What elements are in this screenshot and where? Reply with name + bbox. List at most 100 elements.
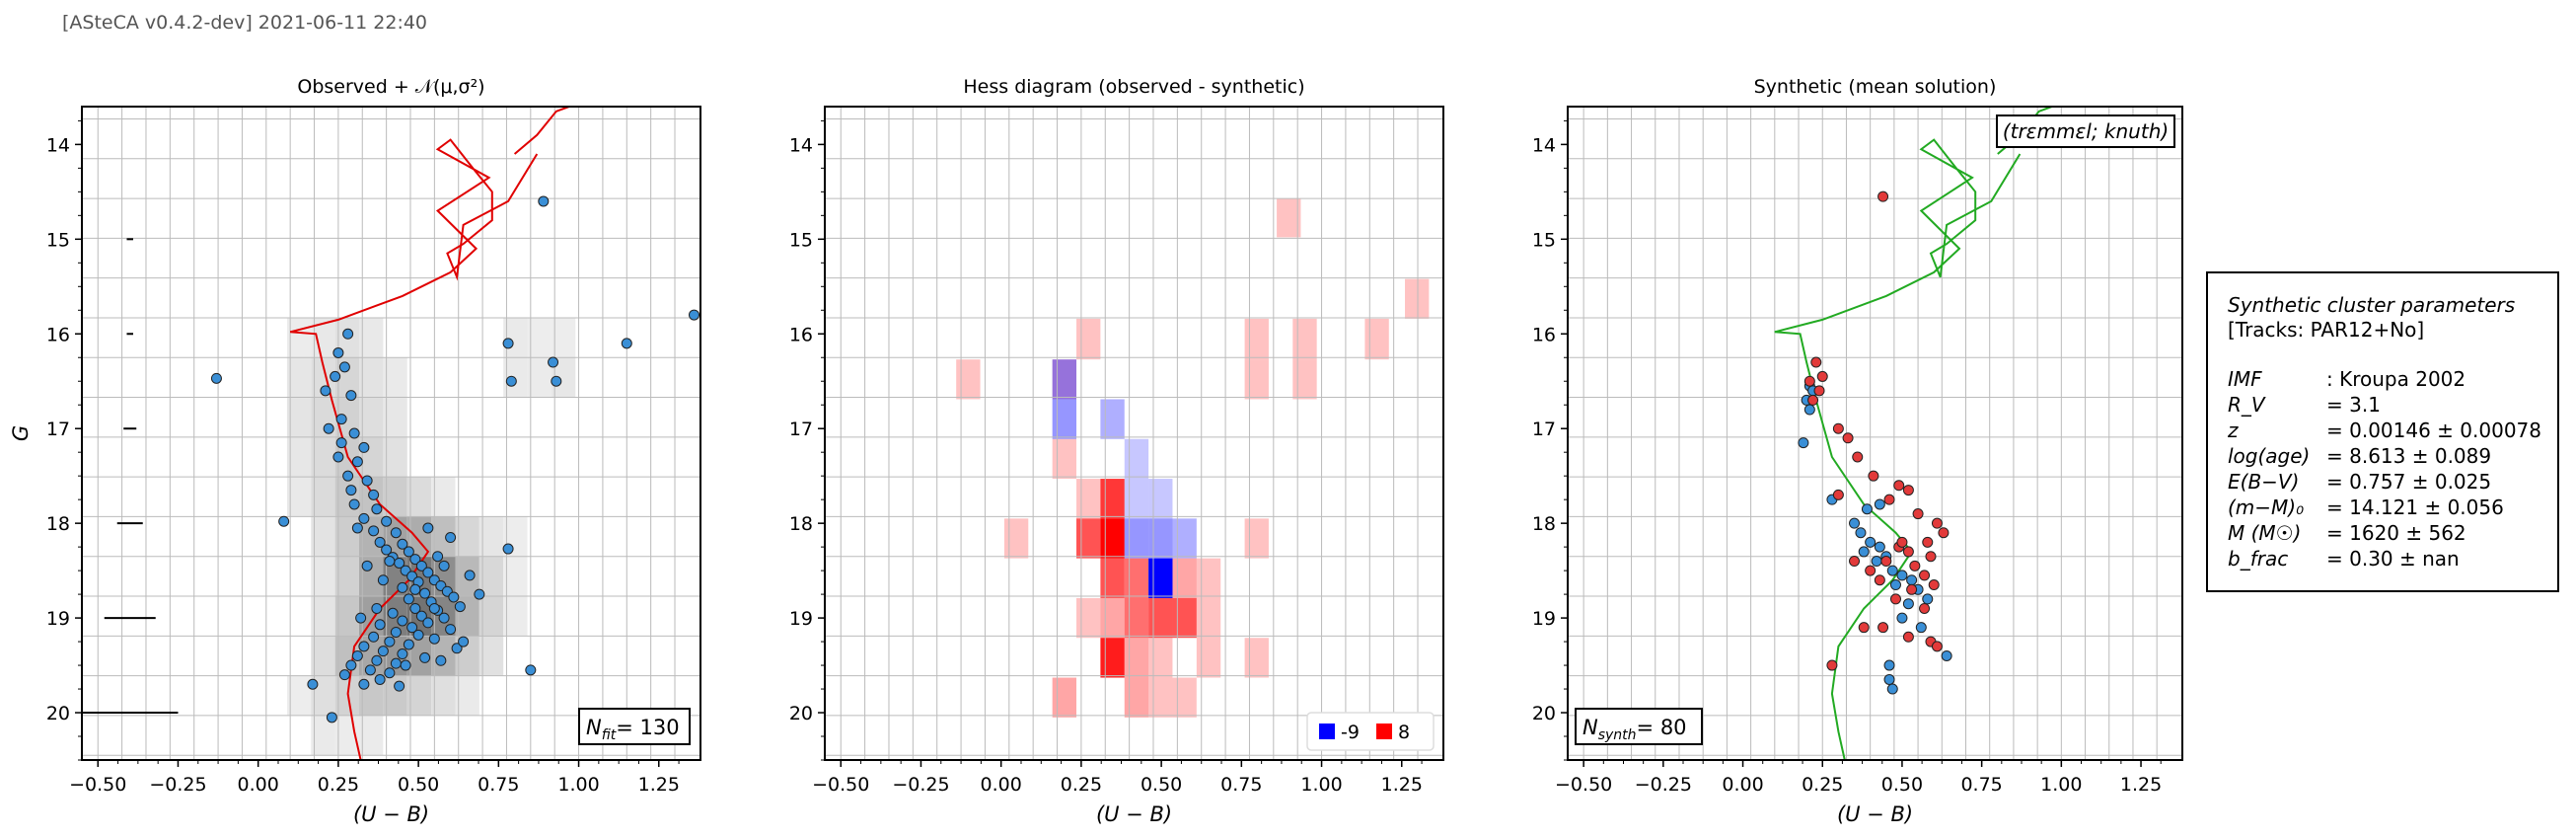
data-point: [371, 654, 383, 666]
data-point: [384, 667, 396, 679]
density-cell: [286, 357, 312, 398]
data-point: [538, 195, 550, 207]
data-point: [1915, 622, 1927, 634]
density-cell: [286, 477, 312, 517]
data-point: [1886, 683, 1898, 695]
data-point: [1861, 503, 1873, 515]
legend-label: 8: [1398, 722, 1410, 743]
data-point: [348, 427, 360, 439]
top-label-box: [1996, 114, 2175, 148]
density-cell: [478, 596, 504, 637]
density-cell: [359, 317, 384, 358]
data-point: [358, 441, 370, 453]
data-point: [1931, 517, 1943, 529]
x-axis-label: (U − B): [353, 802, 429, 826]
data-point: [435, 654, 447, 666]
data-point: [451, 643, 463, 654]
y-tick-label: 14: [789, 134, 813, 156]
density-cell: [334, 556, 360, 597]
y-tick-label: 15: [46, 229, 70, 251]
data-point: [1893, 480, 1905, 492]
hess-cell: [1124, 438, 1149, 480]
plot-area: [1568, 107, 2182, 760]
data-point: [1865, 565, 1877, 576]
data-point: [374, 673, 386, 685]
density-cell: [503, 596, 528, 637]
data-point: [1931, 641, 1943, 652]
data-point: [358, 641, 370, 652]
hess-cell: [1052, 399, 1077, 439]
density-cell: [286, 397, 312, 437]
annotation-text: Nfit= 130: [586, 716, 680, 743]
isochrone-line: [1774, 138, 2022, 760]
legend-frame: [1306, 712, 1435, 751]
density-cell: [334, 477, 360, 517]
hess-cell: [1405, 278, 1430, 319]
axes-frame: [1567, 106, 2183, 761]
data-point: [1803, 404, 1815, 416]
hess-cell: [1172, 518, 1197, 559]
hess-cell: [1124, 479, 1149, 519]
density-cell: [311, 596, 335, 637]
legend-label: -9: [1341, 722, 1360, 743]
annotation-box: [1575, 708, 1703, 745]
param-name: (m−M)₀: [2228, 495, 2305, 519]
data-point: [689, 309, 700, 321]
data-point: [505, 375, 517, 387]
density-cell: [503, 556, 528, 597]
annotation-text: Nsynth= 80: [1582, 716, 1687, 743]
x-tick-label: 1.25: [2120, 774, 2162, 796]
density-cell: [311, 556, 335, 597]
density-cell: [431, 675, 456, 716]
data-point: [307, 678, 319, 690]
data-point: [338, 669, 350, 681]
data-point: [384, 636, 396, 648]
data-point: [348, 498, 360, 510]
density-cell: [311, 636, 335, 676]
density-cell: [455, 675, 479, 716]
density-cell: [334, 596, 360, 637]
data-point: [368, 489, 380, 500]
hess-cell: [1076, 318, 1101, 360]
hess-cell: [1196, 597, 1221, 639]
data-point: [1798, 437, 1809, 449]
data-point: [1883, 494, 1895, 505]
data-point: [1902, 598, 1914, 610]
data-point: [438, 612, 450, 624]
x-tick-label: 1.00: [2040, 774, 2082, 796]
x-tick-label: 1.00: [1300, 774, 1342, 796]
data-point: [390, 527, 402, 539]
hess-cell: [1244, 318, 1269, 360]
data-point: [1832, 489, 1844, 500]
hess-cell: [1100, 399, 1125, 439]
legend-swatch: [1319, 724, 1335, 739]
data-point: [374, 619, 386, 631]
x-tick-label: 0.00: [981, 774, 1022, 796]
data-point: [397, 615, 408, 627]
hess-cell: [1148, 597, 1173, 639]
x-tick-label: −0.50: [1555, 774, 1612, 796]
density-cell: [334, 675, 360, 716]
hess-cell: [1196, 558, 1221, 598]
data-point: [1855, 527, 1867, 539]
x-tick-label: 1.25: [1381, 774, 1423, 796]
data-point: [409, 554, 421, 566]
data-point: [1883, 659, 1895, 671]
hess-cell: [1277, 198, 1301, 238]
data-point: [403, 593, 414, 605]
density-cell: [311, 477, 335, 517]
y-tick-label: 18: [789, 513, 813, 535]
data-point: [1938, 527, 1950, 539]
chart-title: Hess diagram (observed - synthetic): [963, 76, 1304, 98]
density-cell: [455, 516, 479, 557]
y-tick-label: 19: [1532, 608, 1556, 630]
x-tick-label: 0.00: [238, 774, 279, 796]
data-point: [551, 375, 562, 387]
data-point: [345, 390, 357, 402]
plot-area: [82, 107, 700, 760]
data-point: [335, 414, 347, 425]
data-point: [1813, 385, 1825, 397]
density-cell: [286, 317, 312, 358]
data-point: [335, 437, 347, 449]
